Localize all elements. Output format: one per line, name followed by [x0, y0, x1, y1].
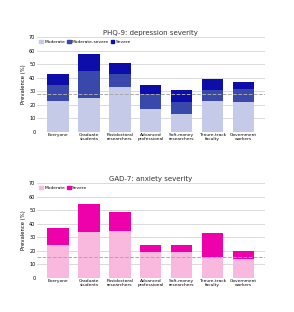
Bar	[78, 204, 100, 232]
Bar	[202, 101, 223, 132]
Bar	[171, 252, 192, 278]
Legend: Moderate, Severe: Moderate, Severe	[39, 186, 88, 191]
Bar	[47, 228, 69, 245]
Bar	[47, 245, 69, 278]
Bar	[202, 233, 223, 257]
Legend: Moderate, Moderate-severe, Severe: Moderate, Moderate-severe, Severe	[39, 40, 131, 45]
Bar	[202, 90, 223, 101]
Bar	[109, 63, 131, 74]
Bar	[171, 114, 192, 132]
Bar	[140, 85, 161, 94]
Bar	[140, 94, 161, 109]
Bar	[109, 74, 131, 87]
Bar	[47, 101, 69, 132]
Bar	[47, 74, 69, 85]
Bar	[233, 259, 254, 278]
Title: PHQ-9: depression severity: PHQ-9: depression severity	[103, 30, 198, 36]
Bar	[140, 252, 161, 278]
Y-axis label: Prevalence (%): Prevalence (%)	[21, 65, 26, 105]
Bar	[171, 90, 192, 102]
Bar	[78, 98, 100, 132]
Bar	[47, 85, 69, 101]
Bar	[171, 102, 192, 114]
Bar	[202, 257, 223, 278]
Bar	[233, 89, 254, 102]
Bar	[140, 109, 161, 132]
Bar	[233, 251, 254, 259]
Y-axis label: Prevalence (%): Prevalence (%)	[21, 211, 26, 251]
Bar	[202, 79, 223, 90]
Bar	[78, 54, 100, 71]
Bar	[109, 212, 131, 231]
Bar	[233, 82, 254, 89]
Bar	[78, 71, 100, 98]
Bar	[140, 245, 161, 252]
Bar	[171, 245, 192, 252]
Bar	[233, 102, 254, 132]
Bar	[78, 232, 100, 278]
Bar	[109, 231, 131, 278]
Title: GAD-7: anxiety severity: GAD-7: anxiety severity	[109, 176, 192, 182]
Bar	[109, 87, 131, 132]
